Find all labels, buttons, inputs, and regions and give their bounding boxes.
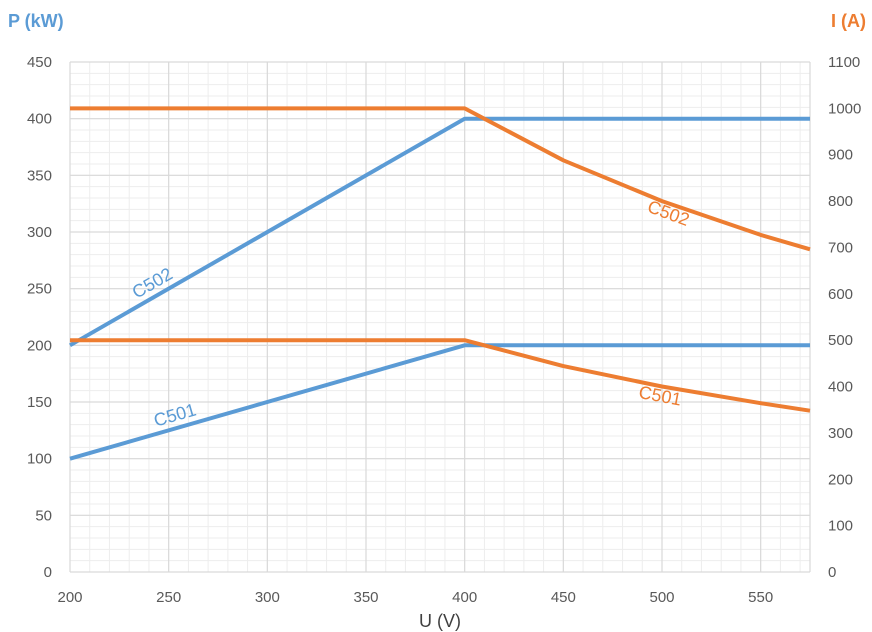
right-tick-label: 500 [828, 332, 853, 349]
series-label-c501-current: C501 [637, 382, 683, 410]
left-tick-label: 100 [27, 451, 52, 468]
right-tick-label: 1100 [828, 54, 860, 71]
right-tick-label: 1000 [828, 100, 861, 117]
right-tick-label: 0 [828, 564, 836, 581]
left-tick-label: 350 [27, 167, 52, 184]
right-tick-label: 900 [828, 147, 853, 164]
right-tick-label: 400 [828, 379, 853, 396]
left-tick-label: 400 [27, 111, 52, 128]
left-axis-title: P (kW) [8, 11, 64, 31]
right-tick-label: 800 [828, 193, 853, 210]
left-tick-label: 50 [35, 507, 52, 524]
left-tick-label: 250 [27, 281, 52, 298]
x-axis-title: U (V) [419, 611, 461, 631]
left-tick-label: 150 [27, 394, 52, 411]
x-tick-label: 250 [156, 589, 181, 606]
series-line-c501-current [70, 338, 811, 413]
left-tick-label: 450 [27, 54, 52, 71]
x-tick-label: 300 [255, 589, 280, 606]
series-line-c502-power [69, 116, 810, 348]
major-grid [69, 61, 811, 573]
x-tick-label: 450 [551, 589, 576, 606]
right-tick-label: 100 [828, 518, 853, 535]
x-tick-label: 200 [57, 589, 82, 606]
left-axis-ticks: 0 50 100 150 200 250 300 350 400 450 [27, 54, 52, 581]
left-tick-label: 300 [27, 224, 52, 241]
x-axis-ticks: 200 250 300 350 400 450 500 550 [57, 589, 773, 606]
right-axis-ticks: 0 100 200 300 400 500 600 700 800 900 1000 1100 [828, 54, 861, 581]
series-line-c501-power [69, 343, 810, 461]
right-tick-label: 300 [828, 425, 853, 442]
right-tick-label: 200 [828, 471, 853, 488]
x-tick-label: 500 [649, 589, 674, 606]
right-tick-label: 600 [828, 286, 853, 303]
right-tick-label: 700 [828, 239, 853, 256]
x-tick-label: 400 [452, 589, 477, 606]
minor-grid [69, 61, 810, 573]
left-tick-label: 200 [27, 337, 52, 354]
right-axis-title: I (A) [831, 11, 866, 31]
series-layer [69, 106, 811, 461]
x-tick-label: 350 [353, 589, 378, 606]
x-tick-label: 550 [748, 589, 773, 606]
left-tick-label: 0 [44, 564, 52, 581]
series-line-c502-current [70, 106, 811, 252]
